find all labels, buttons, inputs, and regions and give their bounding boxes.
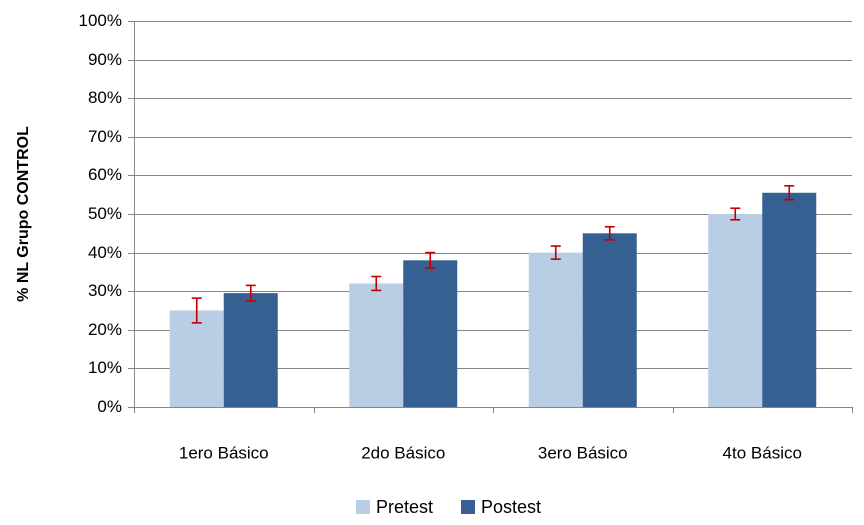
y-tick-label: 100%: [79, 11, 122, 30]
axes: [128, 21, 853, 413]
y-tick-label: 80%: [88, 88, 122, 107]
legend-label: Postest: [481, 497, 541, 517]
y-axis-label: % NL Grupo CONTROL: [15, 126, 32, 302]
x-tick-label: 4to Básico: [723, 443, 802, 462]
y-tick-label: 90%: [88, 50, 122, 69]
legend-label: Pretest: [376, 497, 433, 517]
bar-postest: [762, 192, 817, 407]
error-bars: [191, 185, 795, 324]
x-tick-label: 1ero Básico: [179, 443, 269, 462]
legend: Pretest Postest: [356, 497, 541, 517]
y-tick-label: 0%: [97, 397, 122, 416]
y-tick-label: 20%: [88, 320, 122, 339]
legend-swatch-postest: [461, 500, 475, 514]
y-tick-label: 10%: [88, 358, 122, 377]
y-tick-label: 70%: [88, 127, 122, 146]
bar-postest: [223, 293, 278, 407]
bar-pretest: [349, 283, 404, 407]
y-tick-labels: 0% 10% 20% 30% 40% 50% 60% 70% 80% 90% 100%: [79, 11, 122, 416]
bar-pretest: [169, 310, 224, 407]
bar-postest: [582, 233, 637, 407]
y-tick-label: 60%: [88, 165, 122, 184]
y-tick-label: 40%: [88, 243, 122, 262]
y-tick-label: 50%: [88, 204, 122, 223]
bar-postest: [403, 260, 458, 407]
bars: [169, 192, 817, 407]
y-tick-label: 30%: [88, 281, 122, 300]
x-tick-labels: 1ero Básico 2do Básico 3ero Básico 4to Bási…: [179, 443, 802, 462]
bar-pretest: [708, 214, 763, 407]
legend-swatch-pretest: [356, 500, 370, 514]
x-tick-label: 3ero Básico: [538, 443, 628, 462]
x-tick-label: 2do Básico: [361, 443, 445, 462]
bar-pretest: [528, 252, 583, 407]
